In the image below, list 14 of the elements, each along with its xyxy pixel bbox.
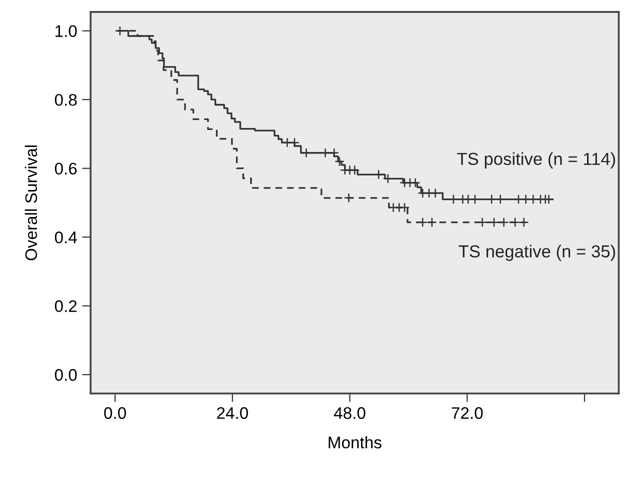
x-tick-label: 48.0 [334,407,366,419]
y-tick-label: 1.0 [56,25,77,38]
x-tick-label: 0.0 [104,407,126,419]
y-tick-label: 0.6 [54,162,77,175]
y-tick-label: 0.8 [54,94,77,106]
y-tick-label: 0.2 [54,300,77,312]
x-tick-label: 72.0 [452,407,483,419]
x-axis-title: Months [328,436,382,448]
y-axis-title: Overall Survival [24,145,38,260]
series-label: TS positive (n = 114) [457,152,616,168]
x-tick-label: 24.0 [217,407,248,419]
y-tick-label: 0.0 [54,369,77,381]
series-label: TS negative (n = 35) [458,244,616,261]
y-tick-label: 0.4 [54,232,77,244]
